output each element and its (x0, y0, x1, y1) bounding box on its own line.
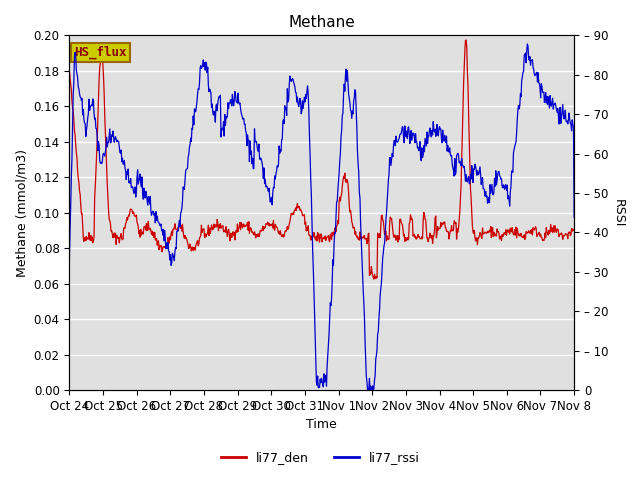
li77_den (372, 274, 380, 279)
X-axis label: Time: Time (307, 419, 337, 432)
Line: li77_den: li77_den (69, 40, 574, 279)
li77_den (65, 67, 73, 72)
li77_den (388, 216, 396, 221)
li77_rssi (358, 269, 366, 275)
Title: Methane: Methane (289, 15, 355, 30)
li77_rssi (570, 215, 578, 220)
li77_rssi (524, 41, 531, 47)
li77_rssi (364, 387, 371, 393)
li77_rssi (449, 165, 457, 170)
li77_den (462, 37, 470, 43)
Y-axis label: RSSI: RSSI (612, 199, 625, 227)
li77_rssi (65, 256, 73, 262)
li77_rssi (500, 186, 508, 192)
li77_den (449, 228, 457, 233)
li77_rssi (372, 352, 380, 358)
Y-axis label: Methane (mmol/m3): Methane (mmol/m3) (15, 149, 28, 277)
li77_den (501, 231, 509, 237)
li77_den (570, 228, 578, 233)
li77_rssi (97, 160, 104, 166)
li77_den (97, 60, 104, 65)
li77_rssi (388, 156, 396, 162)
li77_den (358, 235, 366, 241)
Legend: li77_den, li77_rssi: li77_den, li77_rssi (216, 446, 424, 469)
li77_den (370, 276, 378, 282)
Line: li77_rssi: li77_rssi (69, 44, 574, 390)
Text: HS_flux: HS_flux (74, 46, 127, 60)
